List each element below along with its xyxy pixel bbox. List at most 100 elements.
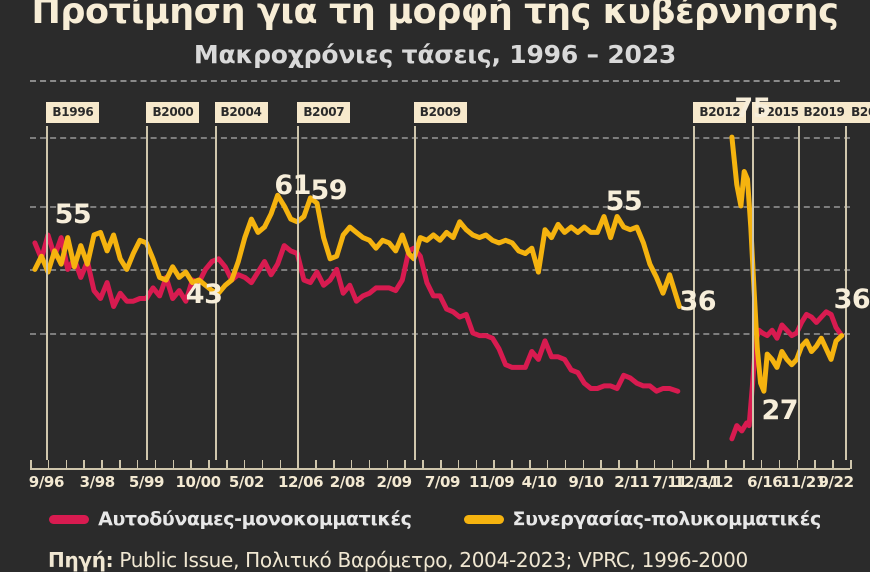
axis-tick xyxy=(136,460,139,469)
election-marker-label: B2009 xyxy=(413,102,467,123)
x-axis-label: 11/09 xyxy=(469,473,515,491)
election-marker-label: B2000 xyxy=(146,102,200,123)
axis-tick xyxy=(65,460,68,469)
x-axis-label: 5/99 xyxy=(128,473,165,491)
election-marker-label: B2015 xyxy=(751,102,805,123)
axis-tick xyxy=(261,460,264,469)
value-label: 61 xyxy=(274,170,311,201)
axis-tick xyxy=(564,460,567,469)
x-axis-label: 2/08 xyxy=(329,473,366,491)
axis-tick xyxy=(333,460,335,469)
election-marker-label: B2007 xyxy=(297,102,351,123)
legend-swatch-icon xyxy=(49,514,90,524)
axis-tick xyxy=(172,460,175,469)
axis-tick xyxy=(297,460,299,469)
axis-tick xyxy=(814,460,816,469)
axis-tick xyxy=(279,460,282,469)
value-label: 36 xyxy=(679,286,717,318)
series-line-coalition xyxy=(32,192,682,309)
axis-tick xyxy=(119,460,121,469)
election-marker-line xyxy=(297,126,300,460)
x-axis-label: 11/21 xyxy=(780,473,827,491)
axis-tick xyxy=(30,460,32,469)
axis-tick xyxy=(386,460,389,469)
x-axis-label: 2/11 xyxy=(614,473,650,491)
election-marker-line xyxy=(46,126,49,460)
x-axis-label: 3/12 xyxy=(697,473,734,491)
plot-area: B1996 B2000 B2004 B2007 B2009 B2012 B2015 B2019… xyxy=(30,93,870,460)
election-marker-label: B2012 xyxy=(693,102,747,123)
page-subtitle: Μακροχρόνιες τάσεις, 1996 – 2023 xyxy=(193,40,677,69)
value-label: 55 xyxy=(54,199,92,231)
election-marker-line xyxy=(797,126,800,460)
election-marker-line xyxy=(413,126,416,460)
axis-tick xyxy=(475,460,478,469)
x-axis: 9/96 3/98 5/99 10/00 5/02 12/06 2/08 2/09 7/09 11… xyxy=(28,460,854,500)
axis-tick xyxy=(689,460,692,469)
axis-tick xyxy=(529,460,531,469)
gridline xyxy=(30,332,850,335)
axis-tick xyxy=(671,460,674,469)
axis-tick xyxy=(832,460,834,469)
axis-tick xyxy=(422,460,424,469)
axis-tick xyxy=(743,460,745,469)
x-axis-label: 9/96 xyxy=(28,473,65,491)
value-label: 55 xyxy=(605,185,643,217)
election-marker-line xyxy=(214,126,217,460)
axis-tick xyxy=(190,460,192,469)
axis-tick xyxy=(778,460,781,469)
legend-item[interactable]: Συνεργασίας-πολυκομματικές xyxy=(463,508,822,530)
x-axis-label: 9/22 xyxy=(818,473,854,491)
axis-tick xyxy=(850,460,852,469)
election-marker-label: B1996 xyxy=(46,102,100,123)
x-axis-label: 7/11 xyxy=(651,473,688,491)
axis-tick xyxy=(546,460,549,469)
axis-tick xyxy=(208,460,210,469)
value-label: 75 xyxy=(734,93,771,125)
axis-tick xyxy=(226,460,228,469)
legend-swatch-icon xyxy=(463,514,504,524)
legend-item[interactable]: Αυτοδύναμες-μονοκομματικές xyxy=(49,508,412,530)
value-label: 59 xyxy=(310,175,348,207)
source-note: Πηγή: Public Issue, Πολιτικό Βαρόμετρο, … xyxy=(48,548,748,572)
source-prefix: Πηγή: xyxy=(48,548,114,572)
axis-tick xyxy=(796,460,799,469)
series-lines xyxy=(32,134,845,442)
axis-tick xyxy=(83,460,85,469)
series-line-coalition xyxy=(729,134,845,394)
axis-tick xyxy=(47,460,50,469)
legend-label: Συνεργασίας-πολυκομματικές xyxy=(512,508,822,530)
axis-tick xyxy=(315,460,317,469)
election-marker-line xyxy=(146,126,149,460)
x-axis-label: 9/10 xyxy=(568,473,604,491)
axis-tick xyxy=(457,460,460,469)
x-axis-label: 10/00 xyxy=(175,473,221,491)
source-text: Public Issue, Πολιτικό Βαρόμετρο, 2004-2… xyxy=(113,548,748,572)
election-marker-label: B2023 xyxy=(845,102,870,123)
axis-tick xyxy=(760,460,763,469)
page-title: Προτίμηση για τη μορφή της κυβέρνησης xyxy=(31,0,839,32)
x-axis-label: 6/16 xyxy=(747,473,783,491)
x-axis-label: 7/09 xyxy=(424,473,461,491)
axis-tick xyxy=(368,460,371,469)
election-marker-line xyxy=(693,126,696,460)
axis-tick xyxy=(582,460,585,469)
x-axis-label: 12/11 xyxy=(674,473,720,491)
axis-tick xyxy=(636,460,638,469)
election-marker-line xyxy=(751,126,754,460)
series-line-single-party xyxy=(729,309,845,442)
header-divider xyxy=(30,80,840,82)
x-axis-label: 2/09 xyxy=(376,473,412,491)
election-marker-label: B2004 xyxy=(214,102,268,123)
legend-label: Αυτοδύναμες-μονοκομματικές xyxy=(98,508,412,530)
series-line-single-party xyxy=(32,232,681,394)
election-marker-label: B2019 xyxy=(797,102,851,123)
axis-tick xyxy=(440,460,442,469)
axis-tick xyxy=(653,460,656,469)
axis-tick xyxy=(511,460,513,469)
axis-tick xyxy=(101,460,103,469)
axis-tick xyxy=(707,460,709,469)
election-marker-line xyxy=(845,126,848,460)
axis-tick xyxy=(600,460,602,469)
